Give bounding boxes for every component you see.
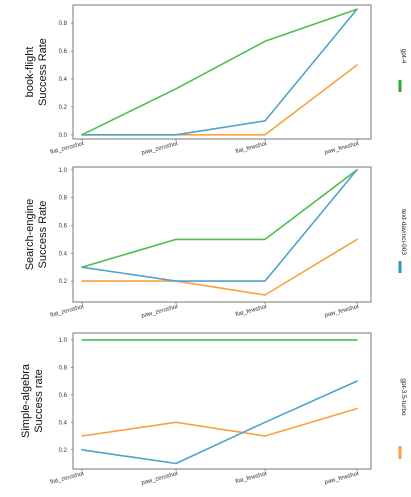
y-tick-label: 0.2 bbox=[59, 279, 68, 285]
y-tick-label: 0.6 bbox=[59, 49, 68, 55]
series-line-gpt-4 bbox=[81, 8, 358, 136]
series-line-gpt-3-5-turbo bbox=[81, 238, 358, 296]
legend-gpt-3-5-turbo: gpt-3.5-turbo bbox=[398, 378, 407, 459]
y-tick-label: 0.4 bbox=[59, 420, 68, 426]
legend-gpt-4: gpt-4 bbox=[398, 49, 407, 92]
legend-label: gpt-4 bbox=[400, 49, 407, 64]
y-tick-label: 0.0 bbox=[59, 133, 68, 139]
y-tick-label: 0.4 bbox=[59, 77, 68, 83]
subplot-book-flight: 0.0 0.2 0.4 0.6 0.8 flat_zeroshot paw_zeroshot… bbox=[24, 4, 372, 157]
x-tick-label: paw_fewshot bbox=[324, 471, 360, 486]
y-tick-label: 0.8 bbox=[59, 196, 68, 202]
y-tick-label: 1.0 bbox=[59, 338, 68, 344]
plot-frame bbox=[72, 166, 372, 303]
y-tick-label: 0.6 bbox=[59, 393, 68, 399]
x-tick-label: flat_zeroshot bbox=[50, 471, 85, 486]
x-tick-label: flat_zeroshot bbox=[50, 141, 85, 156]
y-tick-label: 0.8 bbox=[59, 365, 68, 371]
x-tick-label: flat_fewshot bbox=[235, 141, 268, 155]
y-axis-label: book-flightSuccess Rate bbox=[24, 38, 49, 106]
series-line-gpt-4 bbox=[81, 169, 358, 269]
y-tick-label: 0.4 bbox=[59, 251, 68, 257]
y-tick-label: 0.8 bbox=[59, 21, 68, 27]
y-tick-label: 0.6 bbox=[59, 223, 68, 229]
x-tick-label: paw_zeroshot bbox=[141, 304, 179, 320]
subplot-simple-algebra: 0.2 0.4 0.6 0.8 1.0 flat_zeroshot paw_zeroshot… bbox=[20, 332, 372, 487]
legend-text-davinci-003: text-davinci-003 bbox=[398, 209, 407, 273]
series-line-text-davinci-003 bbox=[81, 8, 358, 136]
legend-label: gpt-3.5-turbo bbox=[400, 378, 407, 416]
y-tick-label: 1.0 bbox=[59, 168, 68, 174]
y-axis-label: Simple-algebraSuccess rate bbox=[20, 363, 45, 438]
x-tick-label: paw_fewshot bbox=[324, 141, 360, 156]
y-tick-label: 0.2 bbox=[59, 105, 68, 111]
x-tick-label: flat_fewshot bbox=[235, 304, 268, 318]
x-tick-label: paw_fewshot bbox=[324, 304, 360, 319]
series-line-gpt-3-5-turbo bbox=[81, 64, 358, 136]
x-tick-label: paw_zeroshot bbox=[141, 471, 179, 487]
series-line-text-davinci-003 bbox=[81, 169, 358, 282]
plot-frame bbox=[72, 332, 372, 470]
x-tick-label: flat_zeroshot bbox=[50, 304, 85, 319]
x-tick-label: flat_fewshot bbox=[235, 471, 268, 485]
series-line-gpt-3-5-turbo bbox=[81, 407, 358, 437]
plot-frame bbox=[72, 4, 372, 140]
legend-label: text-davinci-003 bbox=[400, 209, 407, 255]
y-tick-label: 0.2 bbox=[59, 448, 68, 454]
y-axis-label: Search-engineSuccess Rate bbox=[24, 199, 49, 271]
x-tick-label: paw_zeroshot bbox=[141, 141, 179, 157]
series-line-text-davinci-003 bbox=[81, 380, 358, 465]
subplot-search-engine: 0.2 0.4 0.6 0.8 1.0 flat_zeroshot paw_zeroshot… bbox=[24, 166, 372, 320]
